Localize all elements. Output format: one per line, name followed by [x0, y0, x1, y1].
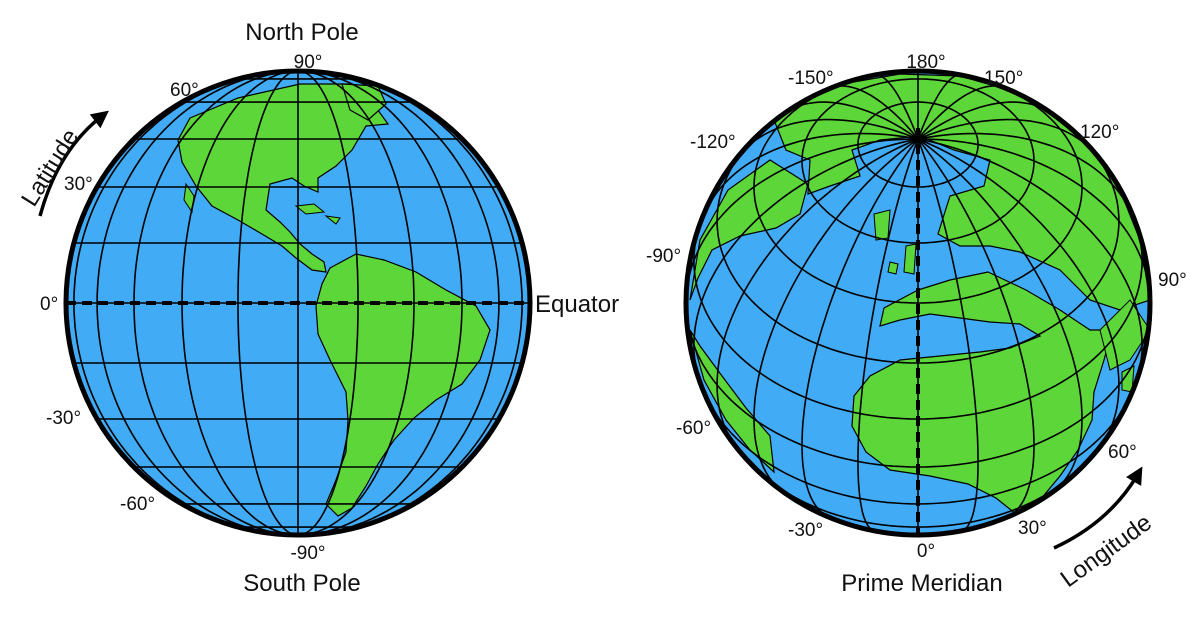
caribbean-island — [294, 203, 326, 215]
south-america-land — [315, 253, 491, 517]
meridian-line — [917, 138, 1083, 492]
lon-label-120: 120° — [1080, 122, 1119, 143]
lon-label-neg30: -30° — [788, 520, 823, 541]
iceland — [873, 209, 891, 241]
left-globe-outline — [63, 68, 533, 538]
lat-label-90: 90° — [294, 52, 323, 73]
lon-label-neg60: -60° — [676, 418, 711, 439]
british-isles-1 — [903, 243, 917, 275]
meridian-line — [917, 132, 1135, 218]
lat-label-neg90: -90° — [290, 543, 325, 564]
lat-label-neg60: -60° — [120, 494, 155, 515]
lat-label-30: 30° — [64, 174, 93, 195]
british-isles-2 — [887, 261, 899, 275]
longitude-globe: Prime Meridian 180° -150° 150° -120° 120… — [646, 52, 1187, 597]
latitude-globe: North Pole South Pole Equator 90° 60° 30… — [16, 19, 619, 597]
meridian-line — [297, 70, 463, 536]
lat-label-neg30: -30° — [46, 408, 81, 429]
latitude-arrow — [38, 110, 109, 217]
meridian-line — [917, 138, 1151, 304]
meridian-line — [693, 138, 919, 385]
meridian-line — [237, 70, 299, 536]
north-pole-label: North Pole — [245, 19, 358, 46]
meridian-line — [716, 138, 919, 450]
meridian-line — [831, 85, 919, 140]
meridian-line — [753, 138, 919, 492]
south-pole-label: South Pole — [243, 570, 360, 597]
meridian-line — [740, 118, 919, 155]
arabia-land — [1099, 299, 1150, 371]
north-america-land — [177, 83, 390, 273]
lat-label-0: 0° — [40, 294, 58, 315]
lon-label-90: 90° — [1158, 270, 1187, 291]
latitude-arrow-label: Latitude — [16, 124, 84, 211]
lon-label-neg90: -90° — [646, 246, 681, 267]
right-graticule — [685, 70, 1151, 536]
longitude-arrow-label: Longitude — [1056, 509, 1157, 593]
lon-label-60: 60° — [1108, 442, 1137, 463]
meridian-line — [917, 138, 1143, 385]
lon-label-150: 150° — [984, 68, 1023, 89]
lon-label-0: 0° — [917, 541, 935, 562]
meridian-line — [297, 70, 415, 536]
lat-label-60: 60° — [170, 80, 199, 101]
meridian-line — [801, 138, 919, 519]
equator-label: Equator — [535, 291, 619, 318]
lon-label-30: 30° — [1018, 518, 1047, 539]
meridian-line — [917, 138, 1035, 519]
caribbean-island-2 — [324, 215, 341, 225]
lon-label-neg150: -150° — [788, 68, 834, 89]
meridian-line — [917, 138, 979, 532]
lon-label-180: 180° — [906, 52, 945, 73]
right-globe-outline — [683, 68, 1153, 538]
meridian-line — [917, 101, 1052, 140]
longitude-arrow — [1053, 466, 1143, 550]
meridian-line — [784, 101, 919, 140]
meridian-line — [96, 70, 299, 536]
meridian-line — [857, 138, 919, 532]
meridian-line — [917, 118, 1096, 155]
meridian-line — [917, 85, 1005, 140]
prime-meridian-label: Prime Meridian — [841, 570, 1002, 597]
lon-label-neg120: -120° — [690, 132, 736, 153]
meridian-line — [685, 138, 919, 304]
meridian-line — [917, 138, 1120, 450]
meridian-line — [701, 132, 919, 218]
